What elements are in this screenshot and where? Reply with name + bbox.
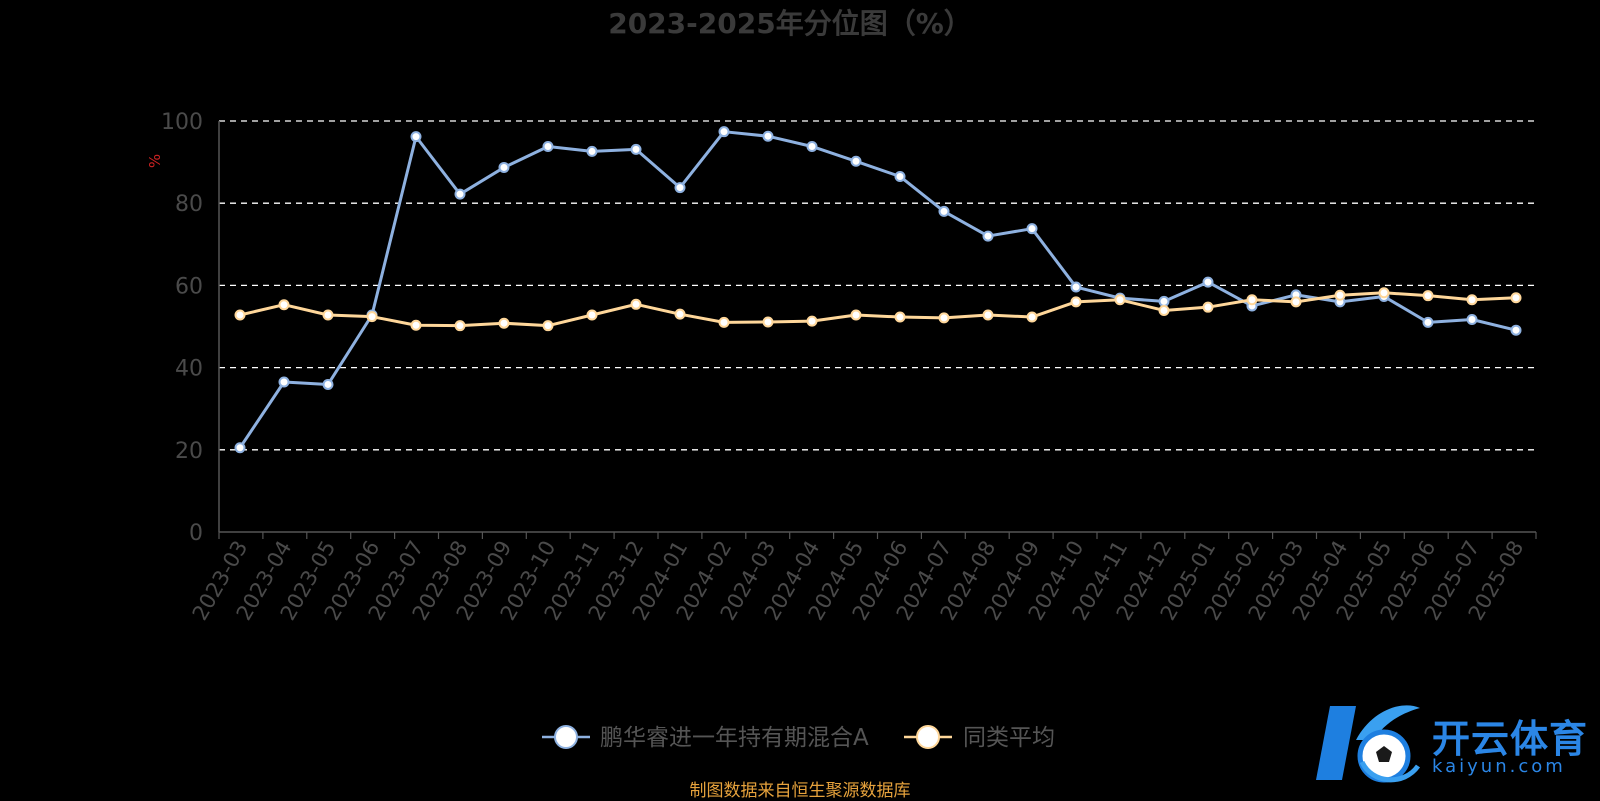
data-point[interactable]	[630, 143, 642, 155]
watermark-text-en: kaiyun.com	[1432, 756, 1566, 777]
data-point[interactable]	[586, 145, 598, 157]
data-point[interactable]	[322, 309, 334, 321]
data-point[interactable]	[718, 126, 730, 138]
y-tick-label: 20	[175, 439, 203, 464]
legend-label: 鹏华睿进一年持有期混合A	[600, 725, 869, 751]
data-point[interactable]	[894, 170, 906, 182]
data-point[interactable]	[1026, 311, 1038, 323]
data-point[interactable]	[1422, 290, 1434, 302]
data-point[interactable]	[454, 188, 466, 200]
y-tick-label: 40	[175, 357, 203, 382]
data-point[interactable]	[1510, 324, 1522, 336]
k-soccer-ball-logo-icon	[1316, 705, 1421, 783]
data-point[interactable]	[278, 299, 290, 311]
y-tick-label: 100	[161, 110, 203, 135]
data-point[interactable]	[234, 309, 246, 321]
data-point[interactable]	[1070, 281, 1082, 293]
chart-title: 2023-2025年分位图（%）	[608, 7, 972, 40]
data-point[interactable]	[850, 155, 862, 167]
legend-marker	[916, 725, 940, 749]
legend-item-1[interactable]: 同类平均	[904, 725, 1055, 751]
grid-lines	[219, 120, 1536, 451]
data-point[interactable]	[1114, 294, 1126, 306]
series-line-0	[238, 130, 1517, 449]
data-point[interactable]	[1246, 294, 1258, 306]
data-point[interactable]	[542, 140, 554, 152]
data-point[interactable]	[674, 308, 686, 320]
data-point[interactable]	[1290, 296, 1302, 308]
data-point[interactable]	[366, 311, 378, 323]
y-tick-label: 0	[189, 521, 203, 546]
data-point[interactable]	[894, 311, 906, 323]
data-point[interactable]	[234, 442, 246, 454]
data-point[interactable]	[938, 312, 950, 324]
data-point[interactable]	[1202, 301, 1214, 313]
data-point[interactable]	[806, 140, 818, 152]
data-point[interactable]	[982, 309, 994, 321]
data-point[interactable]	[806, 315, 818, 327]
watermark-logo: 开云体育 kaiyun.com	[1312, 700, 1592, 790]
legend-item-0[interactable]: 鹏华睿进一年持有期混合A	[542, 725, 869, 751]
data-point[interactable]	[718, 316, 730, 328]
series-lines	[234, 126, 1522, 454]
data-point[interactable]	[1510, 292, 1522, 304]
data-point[interactable]	[850, 309, 862, 321]
data-point[interactable]	[938, 205, 950, 217]
legend-label: 同类平均	[963, 725, 1055, 751]
data-point[interactable]	[762, 316, 774, 328]
watermark-text-cn: 开云体育	[1432, 717, 1589, 761]
data-point[interactable]	[1070, 296, 1082, 308]
y-axis-label: %	[146, 154, 164, 168]
y-tick-label: 80	[175, 192, 203, 217]
series-line-1	[239, 291, 1517, 328]
data-point[interactable]	[1158, 295, 1170, 307]
y-tick-label: 60	[175, 274, 203, 299]
data-point[interactable]	[1466, 294, 1478, 306]
data-point[interactable]	[1378, 287, 1390, 299]
source-note: 制图数据来自恒生聚源数据库	[689, 781, 911, 801]
data-point[interactable]	[454, 320, 466, 332]
data-point[interactable]	[762, 130, 774, 142]
data-point[interactable]	[322, 378, 334, 390]
data-point[interactable]	[586, 309, 598, 321]
data-point[interactable]	[410, 131, 422, 143]
data-point[interactable]	[1466, 314, 1478, 326]
data-point[interactable]	[674, 182, 686, 194]
legend-marker	[554, 725, 578, 749]
data-point[interactable]	[498, 317, 510, 329]
data-point[interactable]	[410, 319, 422, 331]
data-point[interactable]	[542, 320, 554, 332]
data-point[interactable]	[498, 161, 510, 173]
data-point[interactable]	[1422, 316, 1434, 328]
data-point[interactable]	[1158, 304, 1170, 316]
data-point[interactable]	[278, 376, 290, 388]
data-point[interactable]	[982, 230, 994, 242]
data-point[interactable]	[630, 298, 642, 310]
data-point[interactable]	[1202, 276, 1214, 288]
legend[interactable]: 鹏华睿进一年持有期混合A 同类平均	[542, 725, 1055, 751]
data-point[interactable]	[1026, 223, 1038, 235]
data-point[interactable]	[1334, 289, 1346, 301]
